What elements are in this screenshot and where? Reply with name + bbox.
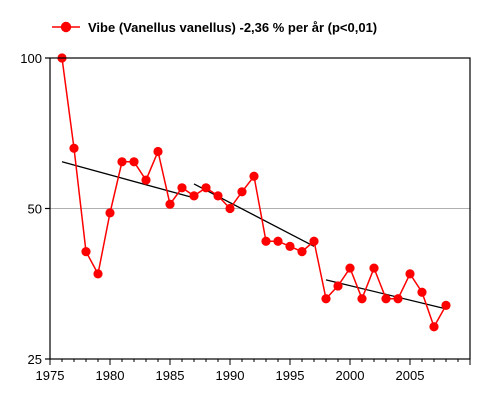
x-axis: 1975 1980 1985 1990 1995 2000 2005 [36, 359, 471, 383]
y-axis: 25 50 100 [20, 51, 50, 367]
data-point-2004 [393, 294, 403, 304]
data-point-1980 [105, 208, 115, 218]
data-point-1999 [333, 281, 343, 291]
data-point-1998 [321, 294, 331, 304]
y-tick-label-50: 50 [28, 202, 42, 217]
data-point-1986 [177, 183, 187, 193]
trend-line-2 [193, 183, 315, 247]
trend-lines [61, 161, 447, 310]
data-point-1979 [93, 269, 103, 279]
x-tick-label-1990: 1990 [216, 368, 245, 383]
series [57, 53, 451, 332]
x-tick-label-2000: 2000 [336, 368, 365, 383]
x-tick-label-1985: 1985 [156, 368, 185, 383]
data-point-1983 [141, 175, 151, 185]
data-point-1985 [165, 199, 175, 209]
data-point-1996 [297, 246, 307, 257]
data-point-2006 [417, 287, 427, 297]
data-point-1982 [129, 157, 139, 167]
x-tick-label-2005: 2005 [396, 368, 425, 383]
data-point-1989 [213, 191, 223, 201]
data-point-2005 [405, 269, 415, 279]
x-tick-label-1980: 1980 [96, 368, 125, 383]
series-line [61, 57, 447, 329]
data-point-1981 [117, 157, 127, 167]
legend-marker [60, 21, 72, 33]
data-point-1991 [237, 187, 247, 197]
data-point-1992 [249, 171, 259, 181]
data-point-2001 [357, 294, 367, 304]
data-point-1994 [273, 236, 283, 246]
y-tick-label-100: 100 [20, 51, 42, 66]
legend-label: Vibe (Vanellus vanellus) -2,36 % per år … [88, 20, 377, 35]
data-point-2000 [345, 263, 355, 273]
data-point-2002 [369, 263, 379, 273]
data-point-1977 [69, 143, 79, 153]
data-point-1997 [309, 236, 319, 246]
data-point-1988 [201, 183, 211, 193]
data-point-1990 [225, 203, 235, 214]
data-point-1995 [285, 241, 295, 251]
data-point-1987 [189, 191, 199, 201]
data-point-2007 [429, 322, 439, 332]
trend-line-1 [61, 161, 195, 199]
y-tick-label-25: 25 [28, 352, 42, 367]
x-tick-label-1995: 1995 [276, 368, 305, 383]
legend: Vibe (Vanellus vanellus) -2,36 % per år … [52, 20, 377, 35]
data-point-1984 [153, 146, 163, 157]
data-point-2008 [441, 300, 451, 311]
data-point-1978 [81, 246, 91, 257]
x-tick-label-1975: 1975 [36, 368, 65, 383]
data-point-1993 [261, 236, 271, 246]
data-point-2003 [381, 294, 391, 304]
